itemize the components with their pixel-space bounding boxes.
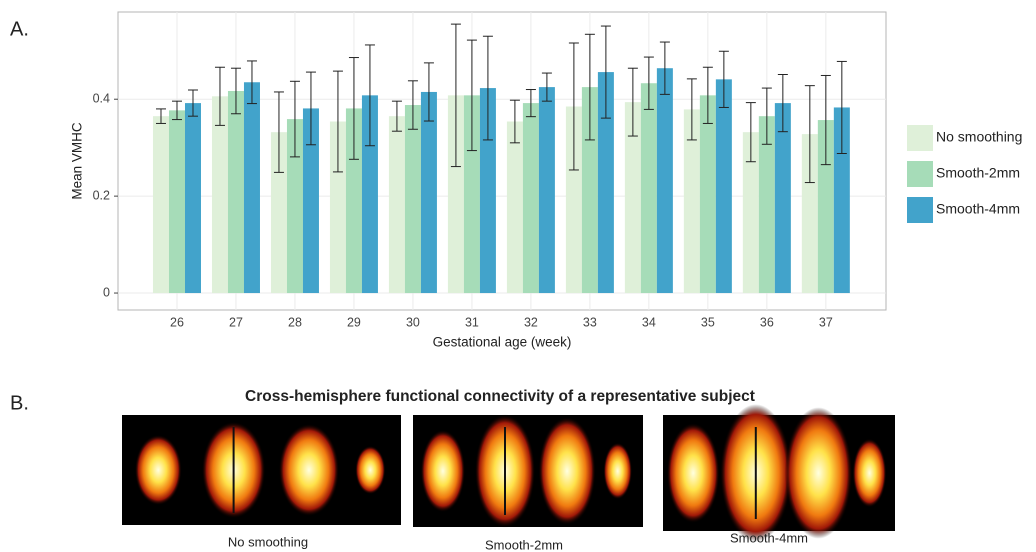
- legend-label: Smooth-4mm: [936, 201, 1020, 217]
- image-caption: No smoothing: [228, 534, 308, 549]
- brain-slice: [539, 417, 596, 525]
- x-tick-label: 28: [288, 315, 302, 329]
- brain-slice: [279, 424, 339, 516]
- x-tick-label: 29: [347, 315, 361, 329]
- x-tick-label: 34: [642, 315, 656, 329]
- bar: [700, 95, 716, 293]
- x-tick-label: 37: [819, 315, 833, 329]
- legend-label: Smooth-2mm: [936, 165, 1020, 181]
- bar: [523, 103, 539, 293]
- brain-slice: [603, 443, 632, 500]
- brain-slice: [355, 446, 385, 494]
- image-caption: Smooth-4mm: [730, 530, 808, 545]
- bar: [507, 122, 523, 294]
- image-caption: Smooth-2mm: [485, 537, 563, 552]
- bar: [405, 105, 421, 293]
- panel-label: B.: [10, 392, 29, 414]
- x-tick-label: 33: [583, 315, 597, 329]
- bar: [228, 91, 244, 293]
- brain-slice: [135, 435, 182, 505]
- brain-slice: [785, 407, 853, 539]
- bar: [389, 116, 405, 293]
- bar: [185, 103, 201, 293]
- bar: [716, 79, 732, 293]
- bar: [641, 83, 657, 293]
- brain-slice: [667, 423, 720, 523]
- x-tick-label: 32: [524, 315, 538, 329]
- bar: [244, 82, 260, 293]
- bar: [153, 116, 169, 293]
- x-axis-title: Gestational age (week): [433, 335, 572, 350]
- x-tick-label: 35: [701, 315, 715, 329]
- legend-swatch: [907, 125, 933, 151]
- x-tick-label: 30: [406, 315, 420, 329]
- x-tick-label: 36: [760, 315, 774, 329]
- panel-title: Cross-hemisphere functional connectivity…: [245, 388, 755, 405]
- panel-label: A.: [10, 18, 29, 40]
- brain-slice: [421, 430, 465, 512]
- bar: [539, 87, 555, 293]
- brain-slice: [853, 439, 887, 508]
- x-tick-label: 27: [229, 315, 243, 329]
- legend-swatch: [907, 161, 933, 187]
- legend-swatch: [907, 197, 933, 223]
- y-tick-label: 0: [103, 285, 110, 299]
- x-tick-label: 31: [465, 315, 479, 329]
- brain-image: [413, 414, 643, 527]
- y-axis-title: Mean VMHC: [70, 122, 85, 200]
- y-tick-label: 0.2: [93, 188, 110, 202]
- y-tick-label: 0.4: [93, 92, 110, 106]
- bar: [657, 68, 673, 293]
- bar: [421, 92, 437, 293]
- brain-image: [663, 404, 895, 542]
- figure: A. 0 0.2 0.4 26 27 28 29 30 31 32 33 34 35 36 37 No sm…: [0, 0, 1036, 552]
- x-tick-label: 26: [170, 315, 184, 329]
- brain-image: [122, 415, 401, 525]
- bar: [169, 110, 185, 293]
- legend-label: No smoothing: [936, 129, 1022, 145]
